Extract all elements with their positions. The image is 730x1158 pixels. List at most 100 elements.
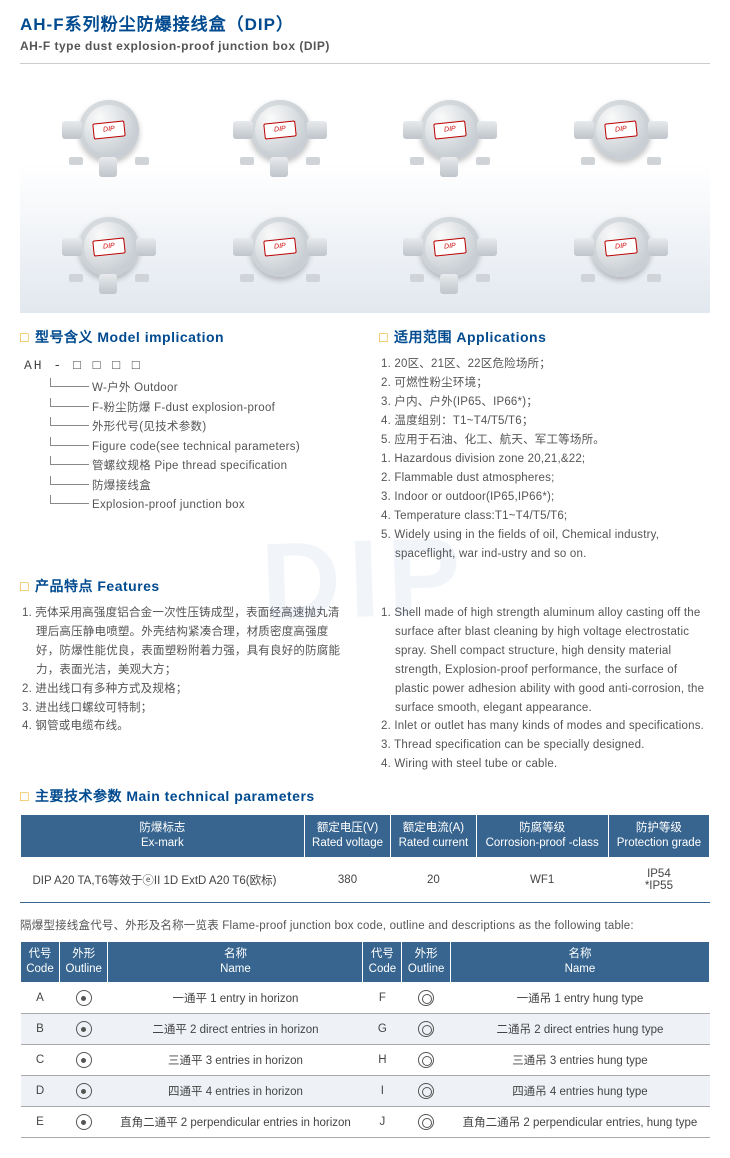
outline-icon [418, 990, 434, 1006]
model-line: 防爆接线盒 [24, 477, 351, 497]
code-cell: 二通平 2 direct entries in horizon [108, 1014, 363, 1045]
application-item: 2. 可燃性粉尘环境； [381, 374, 710, 393]
product-image: DIP [369, 193, 532, 302]
title-cn: AH-F系列粉尘防爆接线盒（DIP） [20, 10, 710, 35]
code-col-head: 名称Name [108, 942, 363, 983]
product-image: DIP [199, 76, 362, 185]
feature-item: 2. 进出线口有多种方式及规格； [22, 680, 351, 699]
code-cell: 一通平 1 entry in horizon [108, 983, 363, 1014]
code-cell: 直角二通吊 2 perpendicular entries, hung type [450, 1107, 709, 1138]
code-cell: D [21, 1076, 60, 1107]
product-image: DIP [199, 193, 362, 302]
code-cell: F [363, 983, 402, 1014]
heading-params: 主要技术参数 Main technical parameters [20, 786, 710, 806]
params-col-head: 防腐等级Corrosion-proof -class [476, 815, 608, 858]
application-item: 5. 应用于石油、化工、航天、军工等场所。 [381, 431, 710, 450]
code-cell: E [21, 1107, 60, 1138]
features-list-cn: 1. 壳体采用高强度铝合金一次性压铸成型，表面经高速抛丸清理后高压静电喷塑。外壳… [20, 604, 351, 737]
feature-item: 4. 钢管或电缆布线。 [22, 717, 351, 736]
params-col-head: 额定电流(A)Rated current [391, 815, 476, 858]
application-item: 3. Indoor or outdoor(IP65,IP66*); [381, 488, 710, 507]
code-cell: C [21, 1045, 60, 1076]
code-cell: G [363, 1014, 402, 1045]
code-cell: H [363, 1045, 402, 1076]
params-cell: DIP A20 TA,T6等效于ⓔII 1D ExtD A20 T6(欧标) [21, 858, 305, 903]
model-line: Explosion-proof junction box [24, 496, 351, 516]
feature-item: 2. Inlet or outlet has many kinds of mod… [381, 717, 710, 736]
code-cell [402, 983, 451, 1014]
code-cell: J [363, 1107, 402, 1138]
application-item: 1. 20区、21区、22区危险场所； [381, 355, 710, 374]
params-col-head: 额定电压(V)Rated voltage [304, 815, 391, 858]
code-col-head: 名称Name [450, 942, 709, 983]
code-cell [59, 1014, 108, 1045]
product-image: DIP [540, 193, 703, 302]
model-line: 管螺纹规格 Pipe thread specification [24, 457, 351, 477]
table-row: A 一通平 1 entry in horizonF 一通吊 1 entry hung… [21, 983, 710, 1014]
title-en: AH-F type dust explosion-proof junction … [20, 39, 710, 53]
model-code-top: AH - □ □ □ □ [24, 355, 351, 377]
feature-item: 3. Thread specification can be specially… [381, 736, 710, 755]
code-cell: I [363, 1076, 402, 1107]
code-cell [59, 1045, 108, 1076]
application-item: 4. 温度组别：T1~T4/T5/T6； [381, 412, 710, 431]
application-item: 4. Temperature class:T1~T4/T5/T6; [381, 507, 710, 526]
code-table: 代号Code外形Outline名称Name代号Code外形Outline名称Na… [20, 941, 710, 1138]
code-col-head: 代号Code [363, 942, 402, 983]
code-col-head: 外形Outline [59, 942, 108, 983]
model-line: Figure code(see technical parameters) [24, 438, 351, 458]
code-col-head: 外形Outline [402, 942, 451, 983]
params-cell: 380 [304, 858, 391, 903]
heading-features: 产品特点 Features [20, 576, 710, 596]
table-row: D四通平 4 entries in horizonI四通吊 4 entries … [21, 1076, 710, 1107]
outline-icon [418, 1114, 434, 1130]
code-cell: 四通吊 4 entries hung type [450, 1076, 709, 1107]
code-cell: 二通吊 2 direct entries hung type [450, 1014, 709, 1045]
table-row: B 二通平 2 direct entries in horizonG 二通吊 2 d… [21, 1014, 710, 1045]
code-cell [402, 1107, 451, 1138]
outline-icon [76, 1021, 92, 1037]
outline-icon [418, 1021, 434, 1037]
feature-item: 1. 壳体采用高强度铝合金一次性压铸成型，表面经高速抛丸清理后高压静电喷塑。外壳… [22, 604, 351, 680]
code-cell [59, 1107, 108, 1138]
code-cell: 一通吊 1 entry hung type [450, 983, 709, 1014]
product-image: DIP [28, 76, 191, 185]
feature-item: 1. Shell made of high strength aluminum … [381, 604, 710, 718]
code-cell: B [21, 1014, 60, 1045]
code-cell: 三通吊 3 entries hung type [450, 1045, 709, 1076]
model-line: W-户外 Outdoor [24, 379, 351, 399]
application-item: 3. 户内、户外(IP65、IP66*)； [381, 393, 710, 412]
code-cell [402, 1014, 451, 1045]
product-image-grid: DIPDIPDIPDIPDIPDIPDIPDIP [20, 63, 710, 313]
code-table-note: 隔爆型接线盒代号、外形及名称一览表 Flame-proof junction b… [20, 917, 710, 933]
heading-model: 型号含义 Model implication [20, 327, 351, 347]
params-cell: IP54*IP55 [608, 858, 709, 903]
params-cell: WF1 [476, 858, 608, 903]
outline-icon [76, 1083, 92, 1099]
code-cell [59, 983, 108, 1014]
table-row: E直角二通平 2 perpendicular entries in horizo… [21, 1107, 710, 1138]
outline-icon [418, 1052, 434, 1068]
model-line: F-粉尘防爆 F-dust explosion-proof [24, 399, 351, 419]
model-diagram: AH - □ □ □ □ W-户外 OutdoorF-粉尘防爆 F-dust e… [20, 355, 351, 516]
product-image: DIP [28, 193, 191, 302]
outline-icon [76, 990, 92, 1006]
outline-icon [76, 1114, 92, 1130]
heading-applications: 适用范围 Applications [379, 327, 710, 347]
feature-item: 4. Wiring with steel tube or cable. [381, 755, 710, 774]
product-image: DIP [369, 76, 532, 185]
feature-item: 3. 进出线口螺纹可特制； [22, 699, 351, 718]
applications-list: 1. 20区、21区、22区危险场所；2. 可燃性粉尘环境；3. 户内、户外(I… [379, 355, 710, 564]
params-col-head: 防爆标志Ex-mark [21, 815, 305, 858]
features-list-en: 1. Shell made of high strength aluminum … [379, 604, 710, 775]
params-cell: 20 [391, 858, 476, 903]
application-item: 1. Hazardous division zone 20,21,&22; [381, 450, 710, 469]
code-cell: A [21, 983, 60, 1014]
outline-icon [418, 1083, 434, 1099]
code-cell: 三通平 3 entries in horizon [108, 1045, 363, 1076]
table-row: C 三通平 3 entries in horizonH 三通吊 3 entries … [21, 1045, 710, 1076]
outline-icon [76, 1052, 92, 1068]
model-line: 外形代号(见技术参数) [24, 418, 351, 438]
code-cell [402, 1045, 451, 1076]
params-table: 防爆标志Ex-mark额定电压(V)Rated voltage额定电流(A)Ra… [20, 814, 710, 903]
